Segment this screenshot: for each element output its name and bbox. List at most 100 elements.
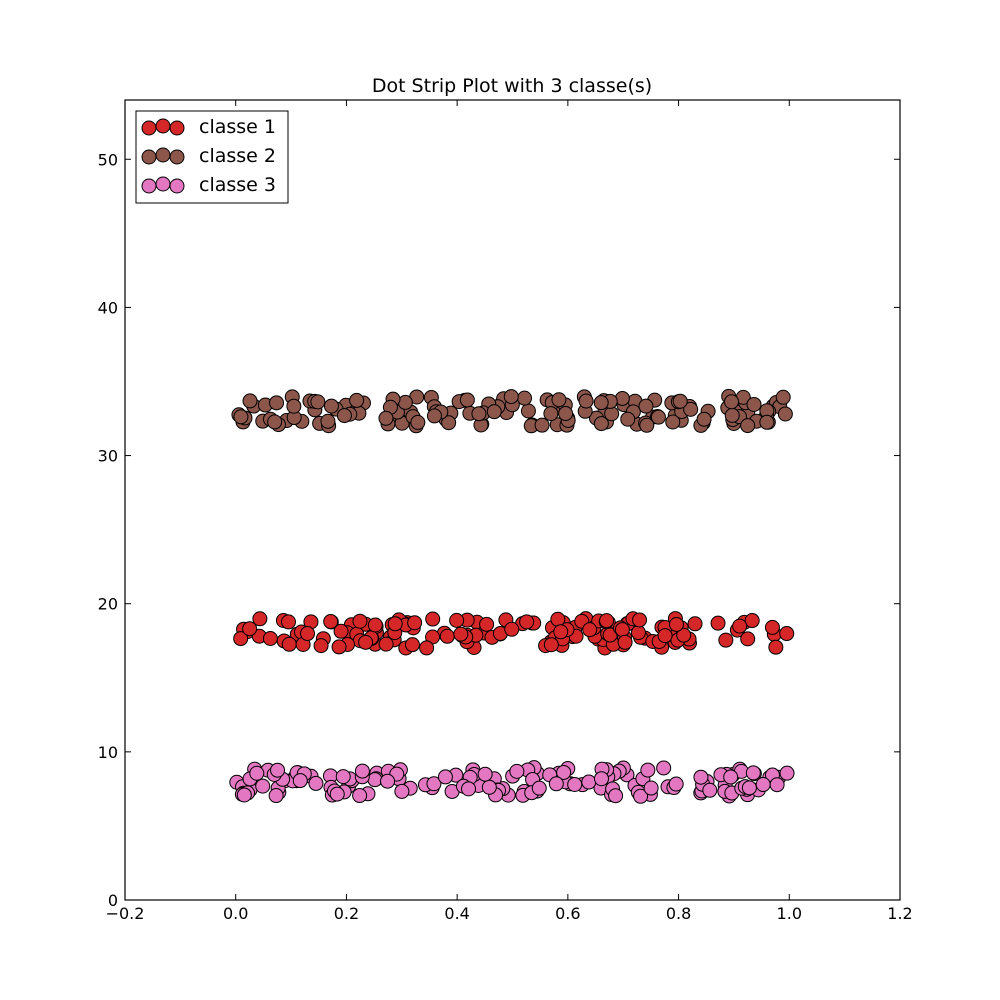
x-tick-label: 0.2 — [334, 904, 359, 923]
point-series-1 — [582, 622, 598, 638]
point-series-3 — [270, 762, 286, 778]
x-tick-label: 1.2 — [887, 904, 912, 923]
point-series-3 — [249, 765, 265, 781]
point-series-2 — [320, 413, 336, 429]
axis-ticks: −0.2 0.0 0.2 0.4 0.6 0.8 1.0 1.2 0 10 20 30 40 50 — [98, 100, 913, 923]
point-series-1 — [630, 625, 646, 641]
point-series-3 — [426, 776, 442, 792]
x-tick-label: 0.8 — [666, 904, 691, 923]
chart-title: Dot Strip Plot with 3 classe(s) — [372, 75, 652, 97]
point-series-2 — [349, 392, 365, 408]
point-series-1 — [262, 631, 278, 646]
point-series-2 — [410, 414, 426, 430]
point-series-1 — [242, 621, 258, 637]
point-series-1 — [617, 634, 633, 650]
legend-marker — [169, 178, 185, 194]
point-series-2 — [286, 398, 302, 414]
point-series-1 — [657, 628, 673, 644]
point-series-2 — [486, 404, 502, 420]
point-series-3 — [633, 788, 649, 804]
point-series-2 — [441, 415, 457, 431]
point-series-1 — [543, 637, 559, 653]
point-series-1 — [668, 616, 684, 632]
point-series-2 — [578, 393, 594, 409]
point-series-1 — [352, 613, 368, 629]
legend-marker — [141, 149, 157, 165]
point-series-1 — [764, 619, 780, 635]
legend: classe 1 classe 2 classe 3 — [135, 110, 289, 204]
y-tick-label: 10 — [98, 743, 118, 762]
point-series-1 — [367, 617, 383, 633]
point-series-3 — [329, 786, 345, 802]
point-series-1 — [252, 611, 268, 627]
point-series-3 — [640, 762, 656, 778]
point-series-2 — [233, 409, 249, 425]
point-series-3 — [367, 772, 383, 788]
point-series-2 — [517, 390, 533, 406]
point-series-2 — [336, 408, 352, 424]
legend-marker — [155, 176, 171, 192]
point-series-3 — [608, 788, 624, 804]
point-series-1 — [358, 634, 374, 650]
point-series-1 — [300, 626, 316, 642]
point-series-3 — [236, 787, 252, 803]
point-series-2 — [471, 406, 487, 422]
y-tick-label: 20 — [98, 595, 118, 614]
legend-marker — [155, 147, 171, 163]
legend-label: classe 2 — [199, 145, 276, 167]
point-series-3 — [723, 769, 739, 785]
point-series-1 — [313, 638, 329, 654]
point-series-3 — [437, 769, 453, 785]
point-series-1 — [614, 622, 630, 638]
point-series-2 — [593, 395, 609, 411]
point-series-2 — [724, 407, 740, 423]
point-series-2 — [683, 401, 699, 417]
point-series-3 — [531, 780, 547, 796]
point-series-2 — [639, 417, 655, 433]
point-series-2 — [310, 394, 326, 410]
legend-marker — [141, 120, 157, 136]
point-series-3 — [593, 771, 609, 787]
point-series-1 — [378, 636, 394, 652]
point-series-1 — [323, 614, 339, 630]
point-series-2 — [777, 406, 793, 422]
point-series-3 — [741, 780, 757, 796]
point-series-2 — [696, 411, 712, 427]
point-series-3 — [335, 769, 351, 785]
point-series-3 — [461, 781, 477, 797]
x-tick-label: 0.4 — [444, 904, 469, 923]
point-series-1 — [744, 613, 760, 629]
point-series-1 — [404, 637, 420, 653]
point-series-2 — [558, 406, 574, 422]
legend-marker — [155, 118, 171, 134]
point-series-2 — [665, 414, 681, 430]
point-series-2 — [397, 394, 413, 410]
point-series-2 — [378, 410, 394, 426]
point-series-3 — [581, 774, 597, 790]
point-series-3 — [255, 778, 271, 794]
point-series-1 — [453, 626, 469, 642]
point-series-3 — [380, 773, 396, 789]
point-series-1 — [553, 624, 569, 640]
point-series-2 — [724, 394, 739, 410]
point-series-2 — [650, 409, 666, 425]
point-series-1 — [233, 631, 249, 647]
point-series-1 — [419, 640, 435, 656]
legend-label: classe 3 — [199, 174, 276, 196]
point-series-3 — [668, 776, 684, 792]
point-series-2 — [604, 406, 620, 422]
point-series-1 — [599, 613, 615, 629]
point-series-1 — [519, 614, 535, 630]
point-series-2 — [759, 414, 775, 430]
point-series-2 — [638, 398, 654, 414]
point-series-2 — [740, 418, 756, 434]
point-series-1 — [718, 632, 734, 648]
point-series-3 — [755, 777, 771, 793]
point-series-2 — [543, 406, 559, 422]
point-series-2 — [534, 417, 550, 433]
x-tick-label: 1.0 — [777, 904, 802, 923]
point-series-3 — [509, 763, 525, 779]
point-series-1 — [732, 618, 748, 634]
point-series-2 — [551, 392, 567, 408]
